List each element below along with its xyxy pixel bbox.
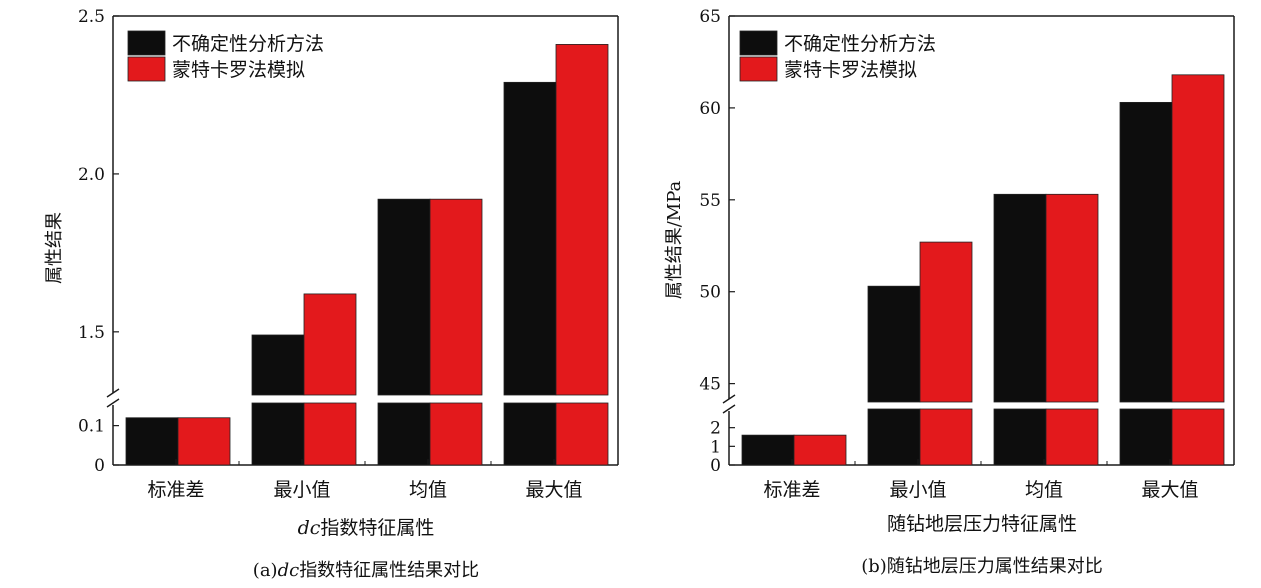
x-tick-label-b-3: 最大值 <box>1141 479 1198 501</box>
legend-swatch-b-1 <box>739 56 778 82</box>
x-axis-title-a-italic: dc <box>298 517 321 539</box>
bar-upper-a-2-1 <box>429 198 483 396</box>
y-tick-label-upper-a-0: 1.5 <box>78 323 105 343</box>
x-tick-label-b-0: 标准差 <box>763 479 820 501</box>
x-tick-label-a-3: 最大值 <box>525 479 582 501</box>
legend-label-b-0: 不确定性分析方法 <box>784 33 936 55</box>
bar-upper-b-1-1 <box>919 241 973 403</box>
x-axis-title-b: 随钻地层压力特征属性 <box>887 513 1077 535</box>
legend-swatch-b-0 <box>739 30 778 56</box>
bar-upper-b-3-0 <box>1119 101 1173 403</box>
chart-a: dc指数特征属性 (a)dc指数特征属性结果对比 属性结果 标准差 最小值 均值 最大… <box>44 7 619 581</box>
axis-break-slash-bottom-b <box>722 404 736 414</box>
y-tick-label-lower-b-0: 0 <box>710 456 721 476</box>
y-tick-label-lower-a-0: 0 <box>94 456 105 476</box>
axis-break-b <box>722 394 1232 414</box>
caption-b-text: 随钻地层压力属性结果对比 <box>887 556 1103 577</box>
bar-lower-b-1-1 <box>919 408 973 466</box>
bar-lower-b-2-0 <box>993 408 1047 466</box>
bar-upper-b-2-1 <box>1045 193 1099 403</box>
bar-b-0-0 <box>741 434 795 466</box>
x-tick-label-a-2: 均值 <box>409 479 447 501</box>
bar-b-0-1 <box>793 434 847 466</box>
y-tick-label-upper-b-4: 65 <box>699 7 721 27</box>
caption-b-prefix: (b) <box>861 556 887 577</box>
caption-a-italic: dc <box>278 560 300 581</box>
x-tick-label-a-1: 最小值 <box>273 479 330 501</box>
bar-lower-b-1-0 <box>867 408 921 466</box>
y-tick-label-upper-b-0: 45 <box>699 375 721 395</box>
bar-lower-a-2-0 <box>377 402 431 466</box>
caption-a-text: 指数特征属性结果对比 <box>299 560 479 581</box>
legend-label-a-1: 蒙特卡罗法模拟 <box>172 59 305 81</box>
bar-upper-a-3-0 <box>503 81 557 396</box>
bar-upper-b-3-1 <box>1171 74 1225 403</box>
axis-break-slash-top-b <box>722 394 736 404</box>
y-tick-label-upper-b-3: 60 <box>699 99 721 119</box>
y-tick-label-upper-a-2: 2.5 <box>78 7 105 27</box>
legend-label-b-1: 蒙特卡罗法模拟 <box>784 59 917 81</box>
bar-lower-a-2-1 <box>429 402 483 466</box>
legend-label-a-0: 不确定性分析方法 <box>172 33 324 55</box>
bar-upper-a-1-0 <box>251 334 305 396</box>
caption-b: (b)随钻地层压力属性结果对比 <box>861 556 1103 577</box>
bar-lower-a-1-0 <box>251 402 305 466</box>
bar-upper-a-3-1 <box>555 44 609 396</box>
legend-swatch-a-0 <box>127 30 166 56</box>
y-axis-title-b: 属性结果/MPa <box>664 180 685 299</box>
caption-a-prefix: (a) <box>253 560 278 581</box>
axis-break-gap-a <box>121 396 616 402</box>
bar-lower-b-2-1 <box>1045 408 1099 466</box>
axis-break-a <box>106 388 616 408</box>
y-tick-label-upper-b-2: 55 <box>699 191 721 211</box>
y-tick-label-lower-b-1: 1 <box>710 437 721 457</box>
x-tick-label-a-0: 标准差 <box>147 479 204 501</box>
legend-swatch-a-1 <box>127 56 166 82</box>
bar-lower-a-3-0 <box>503 402 557 466</box>
x-tick-label-b-2: 均值 <box>1025 479 1063 501</box>
y-tick-label-lower-a-1: 0.1 <box>78 417 105 437</box>
bar-a-0-0 <box>125 417 179 466</box>
axis-break-slash-bottom-a <box>106 398 120 408</box>
bar-lower-b-3-1 <box>1171 408 1225 466</box>
bar-upper-b-1-0 <box>867 285 921 403</box>
bar-lower-b-3-0 <box>1119 408 1173 466</box>
axis-break-slash-top-a <box>106 388 120 398</box>
y-tick-label-upper-a-1: 2.0 <box>78 165 105 185</box>
bar-lower-a-1-1 <box>303 402 357 466</box>
x-axis-title-a-text: 指数特征属性 <box>320 517 434 539</box>
chart-b: 随钻地层压力特征属性 (b)随钻地层压力属性结果对比 属性结果/MPa 标准差 最… <box>664 7 1235 577</box>
bar-upper-b-2-0 <box>993 193 1047 403</box>
y-axis-title-a: 属性结果 <box>44 212 65 284</box>
bar-a-0-1 <box>177 417 231 466</box>
y-tick-label-lower-b-2: 2 <box>710 419 721 439</box>
bar-lower-a-3-1 <box>555 402 609 466</box>
axis-break-gap-b <box>737 402 1232 408</box>
y-tick-label-upper-b-1: 50 <box>699 283 721 303</box>
caption-a: (a)dc指数特征属性结果对比 <box>253 560 479 581</box>
x-tick-label-b-1: 最小值 <box>889 479 946 501</box>
x-axis-title-a: dc指数特征属性 <box>298 517 435 539</box>
bar-upper-a-1-1 <box>303 293 357 396</box>
bar-upper-a-2-0 <box>377 198 431 396</box>
